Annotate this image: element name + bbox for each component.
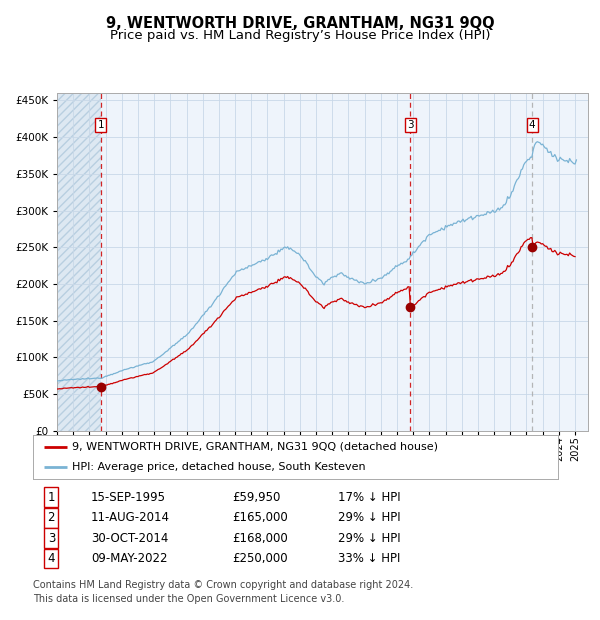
- Text: £168,000: £168,000: [233, 532, 288, 544]
- Text: 4: 4: [529, 120, 535, 130]
- Text: 9, WENTWORTH DRIVE, GRANTHAM, NG31 9QQ (detached house): 9, WENTWORTH DRIVE, GRANTHAM, NG31 9QQ (…: [73, 442, 439, 452]
- Text: 29% ↓ HPI: 29% ↓ HPI: [337, 532, 400, 544]
- Text: HPI: Average price, detached house, South Kesteven: HPI: Average price, detached house, Sout…: [73, 462, 366, 472]
- Text: 1: 1: [98, 120, 104, 130]
- Text: 09-MAY-2022: 09-MAY-2022: [91, 552, 167, 565]
- Bar: [57, 93, 101, 431]
- Text: 3: 3: [47, 532, 55, 544]
- Text: 4: 4: [47, 552, 55, 565]
- Text: 29% ↓ HPI: 29% ↓ HPI: [337, 512, 400, 524]
- Text: £59,950: £59,950: [233, 491, 281, 503]
- Text: £250,000: £250,000: [233, 552, 288, 565]
- Text: Contains HM Land Registry data © Crown copyright and database right 2024.
This d: Contains HM Land Registry data © Crown c…: [33, 580, 413, 603]
- Text: 9, WENTWORTH DRIVE, GRANTHAM, NG31 9QQ: 9, WENTWORTH DRIVE, GRANTHAM, NG31 9QQ: [106, 16, 494, 31]
- Text: 30-OCT-2014: 30-OCT-2014: [91, 532, 168, 544]
- Text: 17% ↓ HPI: 17% ↓ HPI: [337, 491, 400, 503]
- Text: 33% ↓ HPI: 33% ↓ HPI: [337, 552, 400, 565]
- Text: 1: 1: [47, 491, 55, 503]
- Text: Price paid vs. HM Land Registry’s House Price Index (HPI): Price paid vs. HM Land Registry’s House …: [110, 29, 490, 42]
- Text: £165,000: £165,000: [233, 512, 288, 524]
- Text: 15-SEP-1995: 15-SEP-1995: [91, 491, 166, 503]
- Text: 11-AUG-2014: 11-AUG-2014: [91, 512, 170, 524]
- Text: 3: 3: [407, 120, 414, 130]
- Text: 2: 2: [47, 512, 55, 524]
